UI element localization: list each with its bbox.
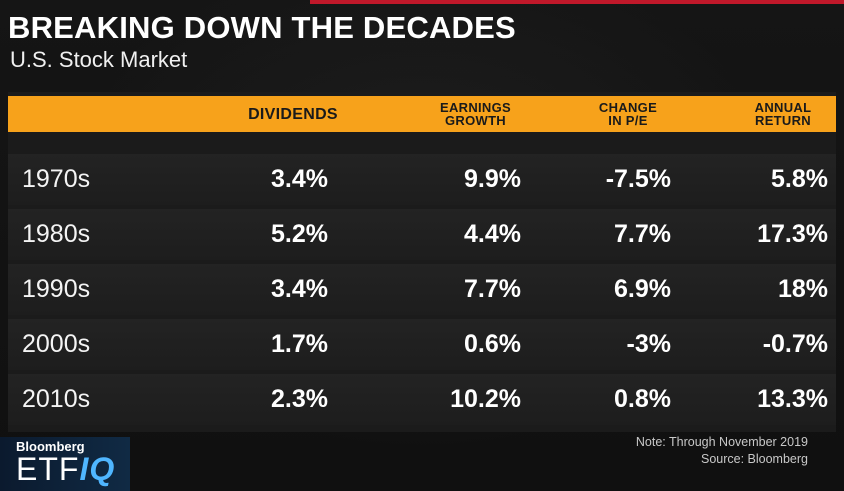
- table-row: 2010s 2.3% 10.2% 0.8% 13.3%: [8, 374, 836, 425]
- earnings-growth-value: 9.9%: [464, 165, 521, 193]
- earnings-growth-value: 0.6%: [464, 330, 521, 358]
- annual-return-value: -0.7%: [762, 330, 828, 358]
- table-row: 1990s 3.4% 7.7% 6.9% 18%: [8, 264, 836, 315]
- earnings-growth-value: 4.4%: [464, 220, 521, 248]
- logo-background: [0, 437, 130, 491]
- annual-return-value: 17.3%: [757, 220, 828, 248]
- table-row: 2000s 1.7% 0.6% -3% -0.7%: [8, 319, 836, 370]
- dividends-value: 1.7%: [271, 330, 328, 358]
- source-text: Source: Bloomberg: [700, 452, 808, 466]
- accent-red-bar: [310, 0, 844, 4]
- decade-label: 2010s: [22, 385, 91, 413]
- footnote: Note: Through November 2019 Source: Bloo…: [636, 434, 808, 468]
- page-subtitle: U.S. Stock Market: [10, 47, 188, 72]
- annual-return-value: 5.8%: [771, 165, 828, 193]
- decade-label: 2000s: [22, 330, 91, 358]
- change-pe-value: 7.7%: [614, 220, 671, 248]
- decade-label: 1990s: [22, 275, 91, 303]
- annual-return-value: 18%: [777, 275, 828, 303]
- dividends-value: 5.2%: [271, 220, 328, 248]
- earnings-growth-value: 10.2%: [450, 385, 521, 413]
- change-pe-value: 6.9%: [614, 275, 671, 303]
- change-pe-value: -3%: [626, 330, 671, 358]
- etf-logo-text: ETF: [16, 451, 80, 487]
- change-pe-value: 0.8%: [614, 385, 671, 413]
- table-row: 1980s 5.2% 4.4% 7.7% 17.3%: [8, 209, 836, 260]
- change-pe-value: -7.5%: [605, 165, 671, 193]
- column-header-dividends: DIVIDENDS: [248, 105, 338, 123]
- column-header-change-pe: CHANGE IN P/E: [598, 100, 658, 128]
- decade-label: 1970s: [22, 165, 91, 193]
- table-header: DIVIDENDS EARNINGS GROWTH CHANGE IN P/E AN…: [8, 96, 836, 132]
- decade-label: 1980s: [22, 220, 91, 248]
- table-row: 1970s 3.4% 9.9% -7.5% 5.8%: [8, 154, 836, 205]
- column-header-earnings-growth: EARNINGS GROWTH: [439, 100, 512, 128]
- dividends-value: 3.4%: [271, 165, 328, 193]
- note-text: Note: Through November 2019: [635, 435, 808, 449]
- annual-return-value: 13.3%: [757, 385, 828, 413]
- dividends-value: 2.3%: [271, 385, 328, 413]
- dividends-value: 3.4%: [271, 275, 328, 303]
- column-header-annual-return: ANNUAL RETURN: [754, 100, 812, 128]
- earnings-growth-value: 7.7%: [464, 275, 521, 303]
- iq-logo-text: IQ: [79, 451, 116, 487]
- bloomberg-logo: Bloomberg: [16, 439, 85, 454]
- page-title: BREAKING DOWN THE DECADES: [8, 10, 516, 45]
- etf-iq-logo: ETFIQ: [16, 452, 115, 486]
